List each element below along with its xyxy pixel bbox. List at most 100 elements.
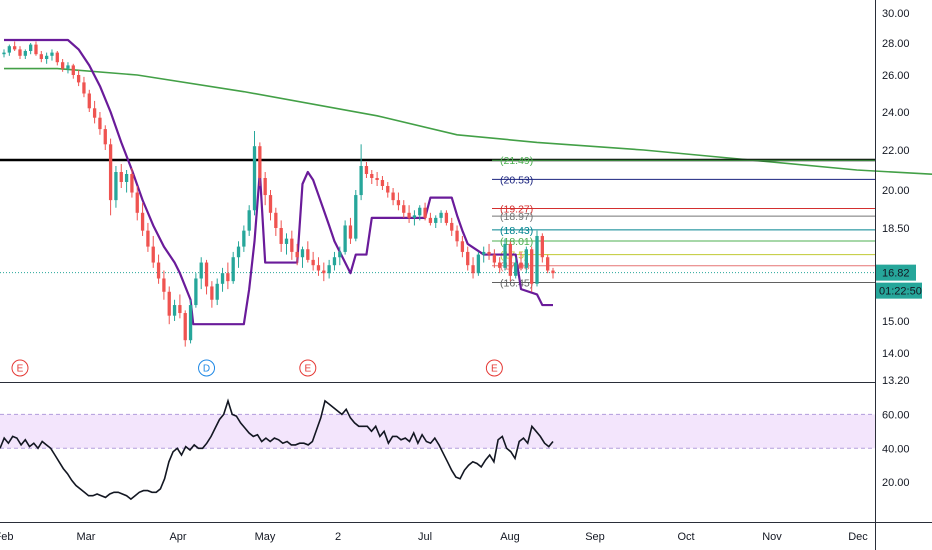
candle-body [455, 230, 459, 242]
candle-body [311, 259, 315, 266]
candle-body [364, 166, 369, 174]
candle-body [7, 46, 11, 53]
candle-body [151, 246, 155, 263]
last-price-value: 16.82 [882, 268, 910, 280]
candle-body [18, 49, 22, 56]
candle-body [162, 278, 166, 292]
price-tick-label: 18.50 [882, 223, 910, 235]
candle-body [13, 46, 17, 50]
candle-body [247, 210, 251, 231]
level-label: (20.53) [500, 174, 533, 186]
level-label: (19.27) [500, 203, 533, 215]
candle-body [412, 215, 417, 218]
candle-body [119, 172, 123, 182]
event-label: E [304, 364, 311, 375]
rsi-pane [0, 398, 875, 501]
candle-body [460, 241, 465, 252]
time-tick-label: Oct [677, 531, 694, 543]
candle-body [439, 212, 443, 218]
candle-body [124, 174, 129, 182]
candle-body [476, 254, 481, 274]
candle-body [530, 249, 534, 284]
candle-body [274, 212, 278, 228]
candle-body [418, 207, 422, 216]
candle-body [396, 200, 401, 206]
rsi-line [0, 398, 554, 501]
candle-body [370, 174, 374, 178]
time-tick-label: May [255, 531, 276, 543]
candle-body [76, 75, 81, 83]
time-tick-label: Apr [169, 531, 186, 543]
candle-body [540, 235, 544, 258]
candle-body [199, 262, 203, 279]
candle-body [519, 262, 523, 268]
candle-body [114, 172, 118, 201]
candle-body [471, 265, 475, 274]
candle-body [82, 82, 86, 94]
price-tick-label: 15.00 [882, 316, 910, 328]
candle-body [295, 251, 299, 258]
time-tick-label: Aug [500, 531, 520, 543]
candle-body [108, 144, 113, 201]
candle-body [316, 265, 321, 271]
candle-body [2, 52, 6, 55]
rsi-tick-label: 20.00 [882, 477, 910, 489]
price-pane: (21.49) (20.53) (19.27)(18.97) (18.43)(18.0… [0, 38, 932, 377]
price-tick-label: 28.00 [882, 38, 910, 50]
candle-body [140, 212, 145, 231]
candle-body [332, 257, 337, 266]
candle-body [204, 262, 209, 287]
level-label: (18.97) [500, 211, 533, 223]
level-label: (18.43) [500, 225, 533, 237]
candle-body [252, 146, 257, 211]
price-tick-label: 30.00 [882, 8, 910, 20]
candle-body [236, 246, 241, 258]
event-marker [11, 359, 29, 377]
level-label: (18.01) [500, 236, 533, 248]
candle-body [167, 291, 171, 316]
event-label: E [491, 364, 498, 375]
price-tick-label: 14.00 [882, 348, 910, 360]
candle-body [39, 54, 43, 59]
event-label: E [17, 364, 24, 375]
level-label: (21.49) [500, 155, 533, 167]
rsi-tick-label: 60.00 [882, 409, 910, 421]
candle-body [306, 249, 310, 260]
candle-body [354, 195, 358, 239]
candle-body [50, 52, 54, 56]
candle-body [60, 62, 65, 69]
time-tick-label: 2 [335, 531, 341, 543]
candle-body [551, 270, 555, 274]
candle-body [55, 52, 59, 63]
candle-body [135, 192, 139, 213]
event-marker [198, 359, 216, 377]
candle-body [444, 212, 449, 223]
candle-body [514, 262, 518, 276]
candle-body [98, 117, 102, 130]
candle-body [450, 222, 454, 231]
candle-body [535, 235, 539, 284]
candle-body [348, 225, 353, 239]
candle-body [183, 313, 187, 341]
candle-body [487, 251, 491, 255]
candle-body [359, 166, 363, 196]
candle-body [34, 44, 38, 55]
candle-body [343, 225, 347, 252]
event-marker [299, 359, 317, 377]
candle-body [172, 305, 177, 316]
event-label: D [203, 364, 210, 375]
candle-body [220, 273, 225, 284]
time-tick-label: Nov [762, 531, 782, 543]
candle-body [44, 55, 49, 59]
candle-body [146, 230, 150, 247]
candle-body [327, 265, 331, 274]
candle-body [258, 146, 262, 178]
candle-body [215, 283, 219, 300]
candle-body [231, 257, 235, 282]
candle-body [498, 262, 502, 268]
candle-body [380, 180, 385, 186]
candle-body [391, 192, 395, 201]
time-tick-label: Jul [418, 531, 432, 543]
candle-body [28, 44, 33, 51]
candle-body [300, 249, 305, 258]
